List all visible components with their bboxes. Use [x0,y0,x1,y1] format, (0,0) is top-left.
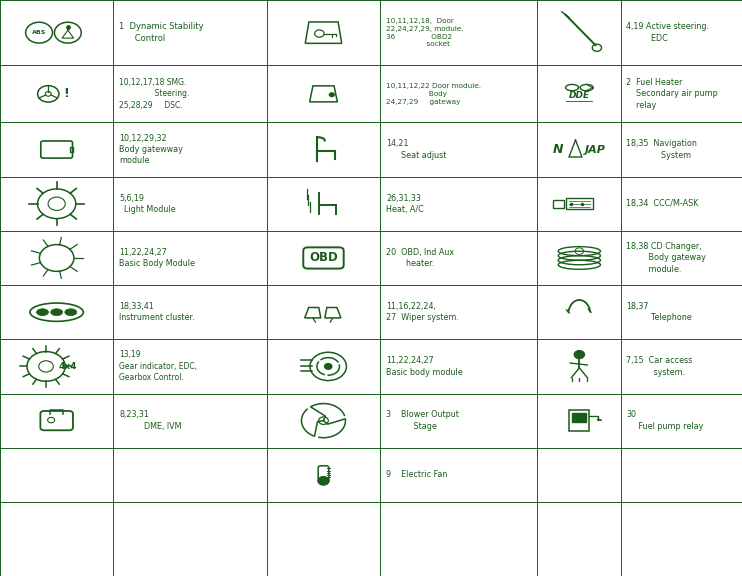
Ellipse shape [65,309,76,316]
Text: 7,15  Car access
           system.: 7,15 Car access system. [626,356,692,377]
Text: 1  Dynamic Stability
      Control: 1 Dynamic Stability Control [119,22,204,43]
Text: 18,35  Navigation
              System: 18,35 Navigation System [626,139,697,160]
FancyBboxPatch shape [572,412,586,422]
Text: 2  Fuel Heater
    Secondary air pump
    relay: 2 Fuel Heater Secondary air pump relay [626,78,718,110]
Text: 18,38 CD Changer,
         Body gateway
         module.: 18,38 CD Changer, Body gateway module. [626,242,706,274]
Text: 3    Blower Output
           Stage: 3 Blower Output Stage [387,411,459,431]
Text: 18,34  CCC/M-ASK: 18,34 CCC/M-ASK [626,199,698,209]
Circle shape [324,363,332,369]
Circle shape [574,351,585,358]
Text: 4x4: 4x4 [59,362,77,371]
Text: !: ! [64,88,69,100]
Text: 11,22,24,27
Basic body module: 11,22,24,27 Basic body module [387,356,463,377]
Text: OBD: OBD [309,252,338,264]
Text: 18,37
          Telephone: 18,37 Telephone [626,302,692,323]
Text: 9    Electric Fan: 9 Electric Fan [387,471,448,479]
Text: ABS: ABS [32,30,46,35]
Text: 10,11,12,18,  Door
22,24,27,29, module.
36                OBD2
                 : 10,11,12,18, Door 22,24,27,29, module. 3… [387,18,464,47]
Text: 14,21
      Seat adjust: 14,21 Seat adjust [387,139,447,160]
Text: 11,16,22,24,
27  Wiper system.: 11,16,22,24, 27 Wiper system. [387,302,459,323]
Text: N: N [553,143,563,156]
Circle shape [318,477,329,485]
Ellipse shape [50,309,62,316]
Text: 10,12,17,18 SMG.
               Steering.
25,28,29     DSC.: 10,12,17,18 SMG. Steering. 25,28,29 DSC. [119,78,190,110]
Text: JAP: JAP [585,145,606,154]
Text: 5,6,19
  Light Module: 5,6,19 Light Module [119,194,176,214]
Ellipse shape [36,309,48,316]
Text: 4,19 Active steering.
          EDC: 4,19 Active steering. EDC [626,22,709,43]
Circle shape [329,93,334,97]
Text: 18,33,41
Instrument cluster.: 18,33,41 Instrument cluster. [119,302,195,323]
Text: 13,19
Gear indicator, EDC,
Gearbox Control.: 13,19 Gear indicator, EDC, Gearbox Contr… [119,350,197,382]
Text: DDE: DDE [569,91,590,100]
Text: 11,22,24,27
Basic Body Module: 11,22,24,27 Basic Body Module [119,248,195,268]
Text: 10,11,12,22 Door module.
                   Body
24,27,29     gateway: 10,11,12,22 Door module. Body 24,27,29 g… [387,83,482,105]
Text: 8,23,31
          DME, IVM: 8,23,31 DME, IVM [119,411,182,431]
Text: 20  OBD, Ind Aux
        heater.: 20 OBD, Ind Aux heater. [387,248,455,268]
Text: 26,31,33
Heat, A/C: 26,31,33 Heat, A/C [387,194,424,214]
Text: 10,12,29,32
Body gatewway
module: 10,12,29,32 Body gatewway module [119,134,183,165]
Text: 30
     Fuel pump relay: 30 Fuel pump relay [626,411,703,431]
